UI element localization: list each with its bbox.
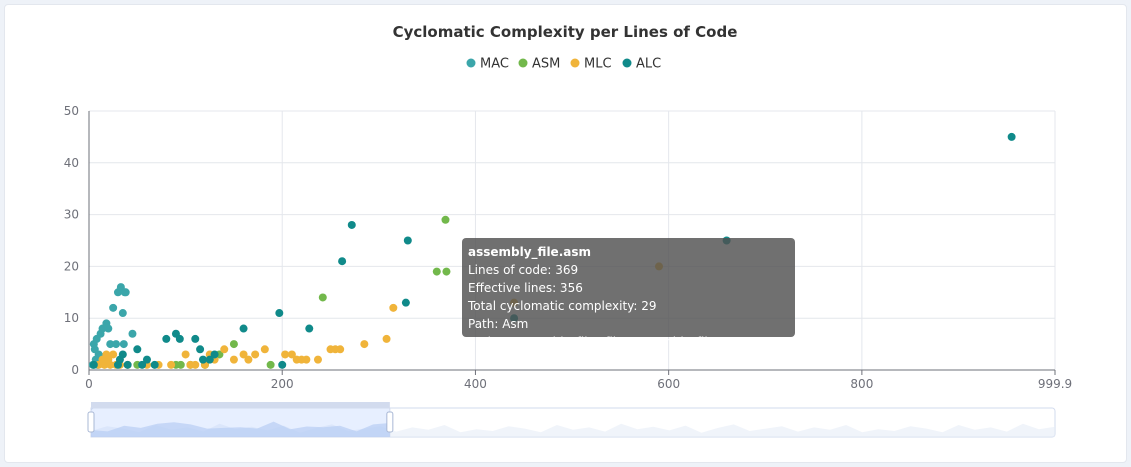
tooltip-line: Effective lines: 356	[468, 281, 583, 295]
data-point	[205, 355, 214, 364]
data-point	[181, 350, 190, 359]
x-tick-label: 600	[657, 377, 680, 391]
chart-title: Cyclomatic Complexity per Lines of Code	[393, 23, 738, 41]
data-point	[138, 360, 147, 369]
data-point	[305, 324, 314, 333]
data-point	[336, 345, 345, 354]
data-point	[167, 360, 176, 369]
x-tick-label: 0	[85, 377, 93, 391]
zoom-move-bar	[91, 402, 390, 408]
legend: MAC ASM MLC ALC	[466, 57, 661, 72]
data-points	[88, 132, 1016, 369]
x-tick-label: 800	[850, 377, 873, 391]
tooltip-line: Lines of code: 369	[468, 263, 579, 277]
y-tick-label: 10	[64, 311, 79, 325]
data-point	[191, 360, 200, 369]
data-point	[432, 267, 441, 276]
x-tick-label: 200	[271, 377, 294, 391]
data-point	[104, 324, 113, 333]
data-point	[302, 355, 311, 364]
data-point	[318, 293, 327, 302]
data-point	[106, 340, 115, 349]
data-point	[150, 360, 159, 369]
data-point	[266, 360, 275, 369]
x-tick-label: 400	[464, 377, 487, 391]
data-point	[109, 303, 118, 312]
data-point	[175, 334, 184, 343]
data-point	[239, 350, 248, 359]
data-point	[220, 345, 229, 354]
legend-marker	[518, 58, 528, 68]
data-point	[441, 215, 450, 224]
data-point	[119, 340, 128, 349]
y-tick-label: 50	[64, 104, 79, 118]
data-point	[162, 334, 171, 343]
data-point	[198, 355, 207, 364]
data-point	[112, 340, 121, 349]
data-point	[191, 334, 200, 343]
legend-marker	[570, 58, 580, 68]
tooltip-line: Path: Asm project/assembly_files/files/a…	[468, 317, 745, 349]
data-point	[133, 345, 142, 354]
data-point	[313, 355, 322, 364]
data-point	[442, 267, 451, 276]
legend-label: MLC	[584, 57, 612, 72]
data-point	[118, 309, 127, 318]
data-point	[338, 257, 347, 266]
data-point	[251, 350, 260, 359]
legend-label: ASM	[532, 57, 560, 72]
tooltip: assembly_file.asm Lines of code: 369 Eff…	[462, 238, 795, 349]
data-point	[403, 236, 412, 245]
y-tick-label: 40	[64, 156, 79, 170]
chart-card	[4, 4, 1127, 463]
legend-label: ALC	[636, 57, 661, 72]
y-tick-label: 20	[64, 259, 79, 273]
data-point	[278, 360, 287, 369]
legend-label: MAC	[480, 57, 509, 72]
data-point	[89, 360, 98, 369]
tooltip-line: Total cyclomatic complexity: 29	[468, 299, 657, 313]
legend-marker	[466, 58, 476, 68]
zoom-selected-series	[91, 421, 390, 437]
data-point	[196, 345, 205, 354]
y-tick-label: 30	[64, 208, 79, 222]
tooltip-title: assembly_file.asm	[468, 245, 591, 259]
data-point	[121, 288, 130, 297]
data-point	[389, 303, 398, 312]
data-point	[210, 350, 219, 359]
data-point	[401, 298, 410, 307]
data-point	[229, 340, 238, 349]
data-point	[109, 350, 118, 359]
data-point	[260, 345, 269, 354]
data-point	[382, 334, 391, 343]
data-point	[118, 350, 127, 359]
data-point	[281, 350, 290, 359]
data-point	[123, 360, 132, 369]
data-zoom-slider[interactable]	[87, 402, 1056, 438]
data-point	[275, 309, 284, 318]
zoom-handle[interactable]	[87, 411, 95, 433]
data-point	[229, 355, 238, 364]
data-point	[176, 360, 185, 369]
data-point	[244, 355, 253, 364]
data-point	[128, 329, 137, 338]
zoom-handle[interactable]	[386, 411, 394, 433]
data-point	[360, 340, 369, 349]
legend-marker	[622, 58, 632, 68]
data-point	[1007, 132, 1016, 141]
data-point	[287, 350, 296, 359]
y-tick-label: 0	[71, 363, 79, 377]
x-tick-label: 999.9	[1038, 377, 1072, 391]
data-point	[239, 324, 248, 333]
axes: 0 10 20 30 40 50 0 200 400 600 800 999.9	[64, 104, 1072, 391]
data-point	[142, 355, 151, 364]
data-point	[347, 220, 356, 229]
data-point	[106, 360, 115, 369]
